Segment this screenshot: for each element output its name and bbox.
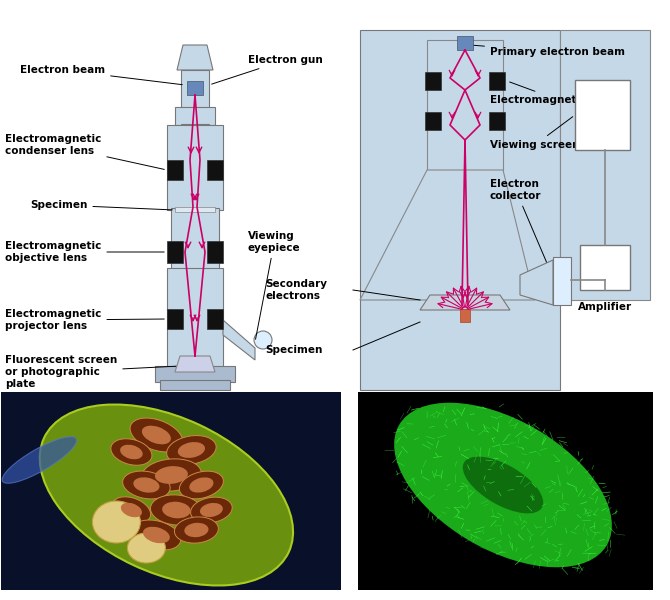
Bar (553, 257, 571, 305)
Bar (425, 112, 441, 130)
Ellipse shape (190, 497, 232, 523)
Bar (160, 380, 230, 390)
Ellipse shape (180, 471, 223, 499)
Bar (460, 309, 470, 322)
Circle shape (254, 331, 272, 349)
Bar (427, 40, 503, 170)
Ellipse shape (123, 471, 170, 499)
Bar (207, 241, 223, 263)
Bar (489, 112, 505, 130)
Bar (167, 309, 183, 329)
Bar (181, 124, 209, 160)
Bar (575, 80, 630, 150)
Bar (425, 72, 441, 90)
Ellipse shape (151, 495, 202, 525)
Ellipse shape (178, 442, 205, 458)
Bar (560, 30, 650, 300)
Text: Secondary
electrons: Secondary electrons (265, 279, 327, 301)
Ellipse shape (120, 445, 143, 459)
Ellipse shape (92, 501, 141, 543)
Bar (167, 268, 223, 370)
Bar (167, 241, 183, 263)
Ellipse shape (184, 523, 208, 537)
Text: Viewing
eyepiece: Viewing eyepiece (248, 231, 301, 339)
Ellipse shape (133, 478, 159, 493)
Ellipse shape (130, 418, 183, 452)
Bar (489, 72, 505, 90)
Ellipse shape (155, 466, 188, 484)
Text: Electromagnetic
condenser lens: Electromagnetic condenser lens (5, 134, 164, 169)
Bar (207, 160, 223, 180)
Ellipse shape (141, 459, 201, 491)
Text: Specimen: Specimen (265, 345, 322, 355)
Ellipse shape (463, 457, 543, 514)
Polygon shape (360, 170, 535, 300)
Bar (181, 70, 209, 110)
Ellipse shape (143, 527, 170, 543)
Text: Electron
collector: Electron collector (490, 179, 554, 280)
Text: Amplifier: Amplifier (578, 302, 632, 312)
Bar (167, 160, 183, 180)
Text: Primary electron beam: Primary electron beam (473, 45, 625, 57)
Ellipse shape (132, 520, 181, 550)
Text: Electron beam: Electron beam (20, 65, 182, 85)
Ellipse shape (2, 437, 76, 483)
Bar (207, 309, 223, 329)
Ellipse shape (162, 502, 191, 518)
Ellipse shape (112, 497, 151, 523)
Bar (155, 366, 235, 382)
Polygon shape (520, 260, 553, 305)
Bar (175, 107, 215, 125)
Bar (457, 36, 473, 50)
Polygon shape (177, 45, 213, 70)
Text: Specimen: Specimen (30, 200, 172, 210)
Text: Electromagnetic lenses: Electromagnetic lenses (490, 82, 628, 105)
Bar (167, 125, 223, 210)
Ellipse shape (142, 425, 171, 445)
Ellipse shape (111, 439, 152, 465)
Text: (b)   Scanning: (b) Scanning (438, 409, 542, 421)
Bar (175, 207, 215, 212)
Ellipse shape (121, 503, 142, 517)
Text: Copyright © 2004 Pearson Education, Inc., publishing as Benjamin Cummings.  .: Copyright © 2004 Pearson Education, Inc.… (10, 577, 318, 587)
Text: Viewing screen: Viewing screen (490, 116, 580, 150)
Bar (187, 81, 203, 95)
Bar (171, 208, 219, 270)
Ellipse shape (190, 478, 214, 493)
Text: Electron gun: Electron gun (212, 55, 323, 84)
Polygon shape (223, 320, 255, 360)
Text: Electromagnetic
objective lens: Electromagnetic objective lens (5, 241, 164, 263)
Ellipse shape (167, 436, 216, 464)
Ellipse shape (127, 533, 165, 563)
Bar (360, 30, 560, 390)
Ellipse shape (174, 517, 218, 543)
Ellipse shape (40, 404, 293, 586)
Polygon shape (420, 295, 510, 310)
Text: (a)   Transmission: (a) Transmission (88, 409, 222, 421)
Ellipse shape (200, 503, 223, 517)
Text: Fluorescent screen
or photographic
plate: Fluorescent screen or photographic plate (5, 355, 178, 389)
Bar (580, 245, 630, 290)
Ellipse shape (394, 403, 612, 567)
Polygon shape (175, 356, 215, 372)
Text: Electromagnetic
projector lens: Electromagnetic projector lens (5, 309, 164, 331)
